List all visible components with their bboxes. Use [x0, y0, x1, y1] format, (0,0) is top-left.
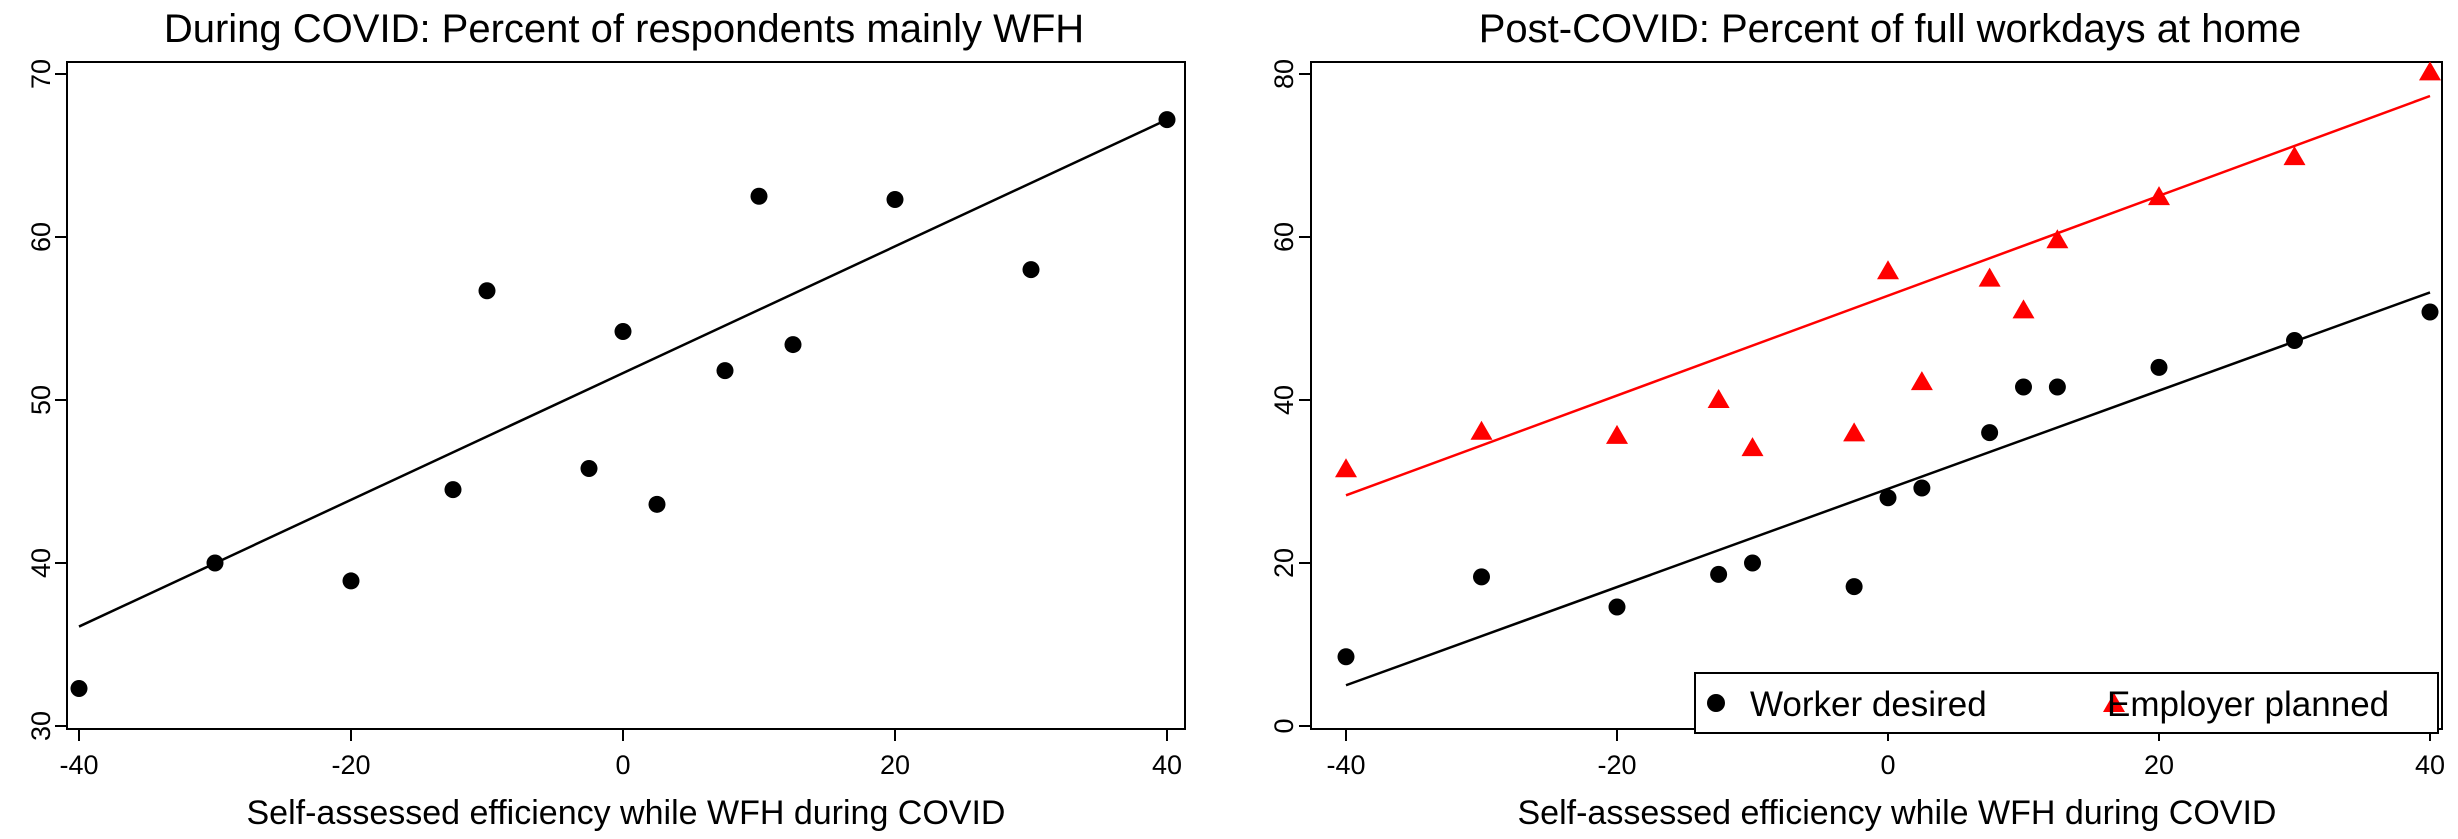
right-fit-line-0 — [1345, 291, 2431, 687]
legend-label-worker-desired: Worker desired — [1750, 685, 1987, 724]
left-y-tick-label: 40 — [26, 548, 56, 578]
right-series-0-point — [1845, 578, 1863, 596]
right-x-axis: -40 -20 0 20 40 — [1326, 729, 2445, 780]
legend-marker-worker-desired — [1707, 694, 1725, 712]
right-chart-title: Post-COVID: Percent of full workdays at … — [1479, 7, 2302, 51]
left-x-tick-label: -20 — [331, 750, 370, 780]
legend-label-employer-planned: Employer planned — [2107, 685, 2389, 724]
right-plot-area — [1310, 61, 2443, 730]
left-y-tick-label: 60 — [26, 222, 56, 252]
left-x-axis: -40 -20 0 20 40 — [59, 729, 1182, 780]
right-series-1-point — [1606, 424, 1628, 444]
right-series-0-point — [1744, 554, 1761, 572]
right-y-axis: 0 20 40 60 80 — [1269, 59, 1311, 734]
right-series-0-point — [2015, 378, 2032, 396]
right-x-tick-label: 0 — [1880, 750, 1895, 780]
right-series-0-point — [1710, 565, 1728, 583]
left-series-0-point — [614, 323, 632, 341]
right-series-1-point — [1707, 389, 1730, 408]
left-x-tick-label: 20 — [880, 750, 910, 780]
legend: Worker desired Employer planned — [1694, 672, 2439, 734]
right-series-1-point — [1877, 260, 1899, 280]
left-x-tick-label: 0 — [615, 750, 630, 780]
right-series-0-point — [2150, 358, 2168, 376]
left-series-0-point — [342, 572, 360, 590]
right-series-0-point — [1473, 568, 1490, 586]
left-x-tick-label: -40 — [59, 750, 98, 780]
legend-marker-employer-planned — [2103, 693, 2125, 712]
left-panel: During COVID: Percent of respondents mai… — [26, 7, 1186, 832]
right-series-0-point — [2048, 378, 2066, 396]
right-x-tick-label: 40 — [2415, 750, 2445, 780]
left-series-0-point — [648, 495, 666, 513]
right-y-tick-label: 20 — [1269, 548, 1299, 578]
right-series-1-point — [2419, 61, 2441, 81]
left-series-0-point — [444, 481, 462, 499]
left-y-tick-label: 50 — [26, 385, 56, 415]
right-x-tick-label: -40 — [1326, 750, 1365, 780]
left-series-0-point — [580, 459, 598, 477]
right-series-1-point — [1843, 422, 1866, 442]
right-x-tick-label: 20 — [2144, 750, 2174, 780]
left-y-tick-label: 70 — [26, 59, 56, 89]
left-data-points — [70, 111, 1176, 698]
right-fit-line-1 — [1345, 94, 2431, 497]
left-series-0-point — [784, 336, 802, 354]
right-panel: Post-COVID: Percent of full workdays at … — [1269, 7, 2445, 832]
left-series-0-point — [70, 680, 88, 698]
right-series-0-point — [2421, 303, 2439, 321]
left-series-0-point — [1022, 261, 1040, 279]
right-series-0-point — [1879, 489, 1897, 507]
right-series-0-point — [1981, 424, 1999, 442]
left-plot-area — [66, 61, 1186, 730]
right-series-1-point — [2283, 146, 2306, 166]
right-y-tick-label: 60 — [1269, 222, 1299, 252]
left-y-axis: 30 40 50 60 70 — [26, 59, 67, 741]
right-series-0-point — [1913, 479, 1931, 497]
right-series-1-point — [1910, 371, 1933, 391]
right-x-tick-label: -20 — [1597, 750, 1636, 780]
right-data-points — [1335, 61, 2441, 666]
left-series-0-point — [1158, 111, 1176, 129]
left-series-0-point — [750, 187, 768, 205]
right-series-1-point — [2012, 299, 2035, 319]
left-series-0-point — [716, 362, 734, 380]
right-x-axis-label: Self-assessed efficiency while WFH durin… — [1518, 794, 2277, 832]
right-fit-lines — [1345, 94, 2431, 687]
right-y-tick-label: 40 — [1269, 385, 1299, 415]
left-fit-line-0 — [78, 118, 1168, 628]
left-series-0-point — [478, 282, 496, 300]
legend-box — [1694, 672, 2439, 734]
left-series-0-point — [206, 554, 224, 572]
left-x-tick-label: 40 — [1152, 750, 1182, 780]
right-series-1-point — [1978, 267, 2001, 287]
left-chart-title: During COVID: Percent of respondents mai… — [164, 7, 1084, 51]
right-y-tick-label: 0 — [1269, 718, 1299, 733]
right-series-1-point — [1335, 458, 1357, 478]
right-series-0-point — [1337, 648, 1355, 666]
right-series-1-point — [2046, 229, 2069, 249]
right-series-1-point — [1470, 420, 1493, 440]
right-series-1-point — [2148, 186, 2170, 206]
left-y-tick-label: 30 — [26, 711, 56, 741]
right-series-0-point — [2286, 332, 2303, 350]
right-series-0-point — [1608, 598, 1626, 616]
left-x-axis-label: Self-assessed efficiency while WFH durin… — [247, 794, 1006, 832]
left-series-0-point — [886, 191, 904, 209]
left-fit-lines — [78, 118, 1168, 628]
right-y-tick-label: 80 — [1269, 59, 1299, 89]
right-series-1-point — [1741, 437, 1764, 457]
